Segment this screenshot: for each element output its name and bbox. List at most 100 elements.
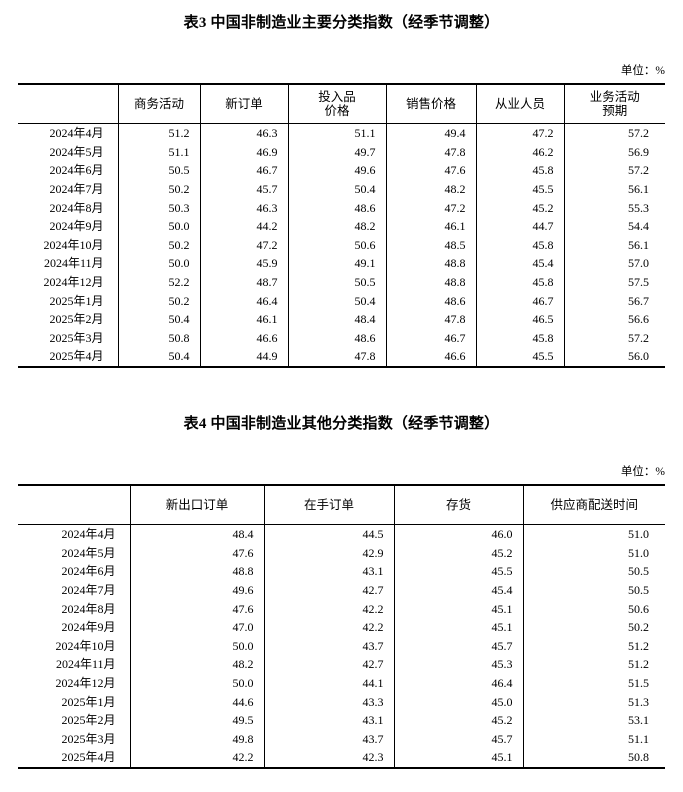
cell-value: 42.2 [264,599,395,618]
cell-value: 51.1 [288,123,387,143]
table-row: 2025年2月 50.4 46.1 48.4 47.8 46.5 56.6 [18,309,665,329]
cell-value: 45.7 [394,636,524,656]
cell-value: 48.4 [130,524,265,544]
row-month-label: 2024年8月 [18,198,119,217]
cell-value: 42.2 [264,617,395,637]
header-line: 存货 [445,498,471,512]
cell-value: 50.6 [288,235,387,255]
cell-value: 45.1 [394,748,524,769]
table-row: 2024年10月 50.2 47.2 50.6 48.5 45.8 56.1 [18,235,665,255]
cell-value: 50.5 [288,272,387,292]
table-row: 2025年3月 50.8 46.6 48.6 46.7 45.8 57.2 [18,328,665,348]
table3-title: 表3 中国非制造业主要分类指数（经季节调整） [183,15,500,31]
header-line: 从业人员 [494,97,545,111]
table-row: 2024年4月 51.2 46.3 51.1 49.4 47.2 57.2 [18,123,665,143]
table-row: 2024年5月 51.1 46.9 49.7 47.8 46.2 56.9 [18,142,665,162]
row-month-label: 2024年10月 [18,636,131,656]
table-row: 2024年6月 50.5 46.7 49.6 47.6 45.8 57.2 [18,161,665,180]
cell-value: 51.3 [628,694,649,709]
cell-value: 49.6 [130,580,265,600]
row-month-label: 2025年2月 [18,710,131,730]
table-row: 2024年8月 47.6 42.2 45.1 50.6 [18,599,665,618]
table-row: 2024年12月 52.2 48.7 50.5 48.8 45.8 57.5 [18,272,665,292]
cell-value: 47.2 [386,198,477,217]
cell-value: 47.2 [476,123,565,143]
cell-value: 49.6 [288,161,387,180]
cell-value: 49.1 [288,254,387,273]
cell-value: 43.7 [264,636,395,656]
cell-value: 47.6 [386,161,477,180]
table3-block: 表3 中国非制造业主要分类指数（经季节调整） 单位：% 商务活动 新订单 投入品 价格… [0,0,683,368]
cell-value: 42.7 [264,580,395,600]
header-line: 价格 [324,104,350,118]
cell-value: 49.7 [288,142,387,162]
table-row: 2025年3月 49.8 43.7 45.7 51.1 [18,729,665,749]
cell-value: 48.2 [130,655,265,674]
cell-value: 44.7 [476,216,565,236]
row-month-label: 2024年7月 [18,179,119,199]
cell-value: 50.4 [118,309,201,329]
row-month-label: 2025年4月 [18,748,131,769]
cell-value: 45.5 [476,179,565,199]
cell-value: 43.3 [264,692,395,711]
cell-value: 56.0 [564,347,665,368]
table-row: 2024年10月 50.0 43.7 45.7 51.2 [18,636,665,656]
header-line: 供应商配送时间 [550,498,638,512]
header-line: 业务活动 [589,90,640,104]
row-month-label: 2024年5月 [18,543,131,563]
cell-value: 49.4 [386,123,477,143]
cell-value: 57.2 [628,163,649,178]
cell-value: 56.6 [628,312,649,327]
row-month-label: 2024年9月 [18,617,131,637]
table-row: 2024年6月 48.8 43.1 45.5 50.5 [18,562,665,581]
row-month-label: 2025年2月 [18,309,119,329]
table-row: 2024年9月 47.0 42.2 45.1 50.2 [18,617,665,637]
table4-block: 表4 中国非制造业其他分类指数（经季节调整） 单位：% 新出口订单 在手订单 存货 供… [0,401,683,769]
table4-title: 表4 中国非制造业其他分类指数（经季节调整） [183,416,500,432]
table4-header: 新出口订单 在手订单 存货 供应商配送时间 [18,484,665,525]
cell-value: 47.0 [130,617,265,637]
cell-value: 57.2 [628,330,649,345]
cell-value: 46.0 [394,524,524,544]
cell-value: 50.0 [118,254,201,273]
cell-value: 44.5 [264,524,395,544]
row-month-label: 2025年4月 [18,347,119,368]
cell-value: 42.3 [264,748,395,769]
table-row: 2025年1月 50.2 46.4 50.4 48.6 46.7 56.7 [18,291,665,310]
cell-value: 53.1 [628,713,649,728]
cell-value: 44.9 [200,347,289,368]
cell-value: 50.2 [118,235,201,255]
cell-value: 46.5 [476,309,565,329]
table4-header-col-1: 新出口订单 [130,484,265,525]
table3-header-col-3: 投入品 价格 [288,83,387,124]
table-row: 2024年11月 50.0 45.9 49.1 48.8 45.4 57.0 [18,254,665,273]
table-row: 2024年7月 50.2 45.7 50.4 48.2 45.5 56.1 [18,179,665,199]
table4-header-month [18,484,131,525]
table-row: 2025年1月 44.6 43.3 45.0 51.3 [18,692,665,711]
cell-value: 42.9 [264,543,395,563]
cell-value: 48.8 [386,272,477,292]
cell-value: 50.2 [118,291,201,310]
cell-value: 50.3 [118,198,201,217]
cell-value: 48.5 [386,235,477,255]
cell-value: 47.2 [200,235,289,255]
cell-value: 57.0 [628,256,649,271]
cell-value: 45.3 [394,655,524,674]
table-row: 2025年4月 50.4 44.9 47.8 46.6 45.5 56.0 [18,347,665,368]
header-line: 在手订单 [303,498,354,512]
cell-value: 46.6 [386,347,477,368]
row-month-label: 2024年4月 [18,524,131,544]
table4-unit-label: 单位：% [620,466,665,478]
row-month-label: 2024年11月 [18,254,119,273]
cell-value: 54.4 [628,219,649,234]
table4-header-col-4: 供应商配送时间 [523,484,665,525]
cell-value: 51.1 [628,731,649,746]
cell-value: 46.1 [200,309,289,329]
cell-value: 56.9 [628,144,649,159]
cell-value: 45.8 [476,235,565,255]
cell-value: 42.2 [130,748,265,769]
row-month-label: 2024年9月 [18,216,119,236]
cell-value: 49.8 [130,729,265,749]
cell-value: 46.7 [200,161,289,180]
